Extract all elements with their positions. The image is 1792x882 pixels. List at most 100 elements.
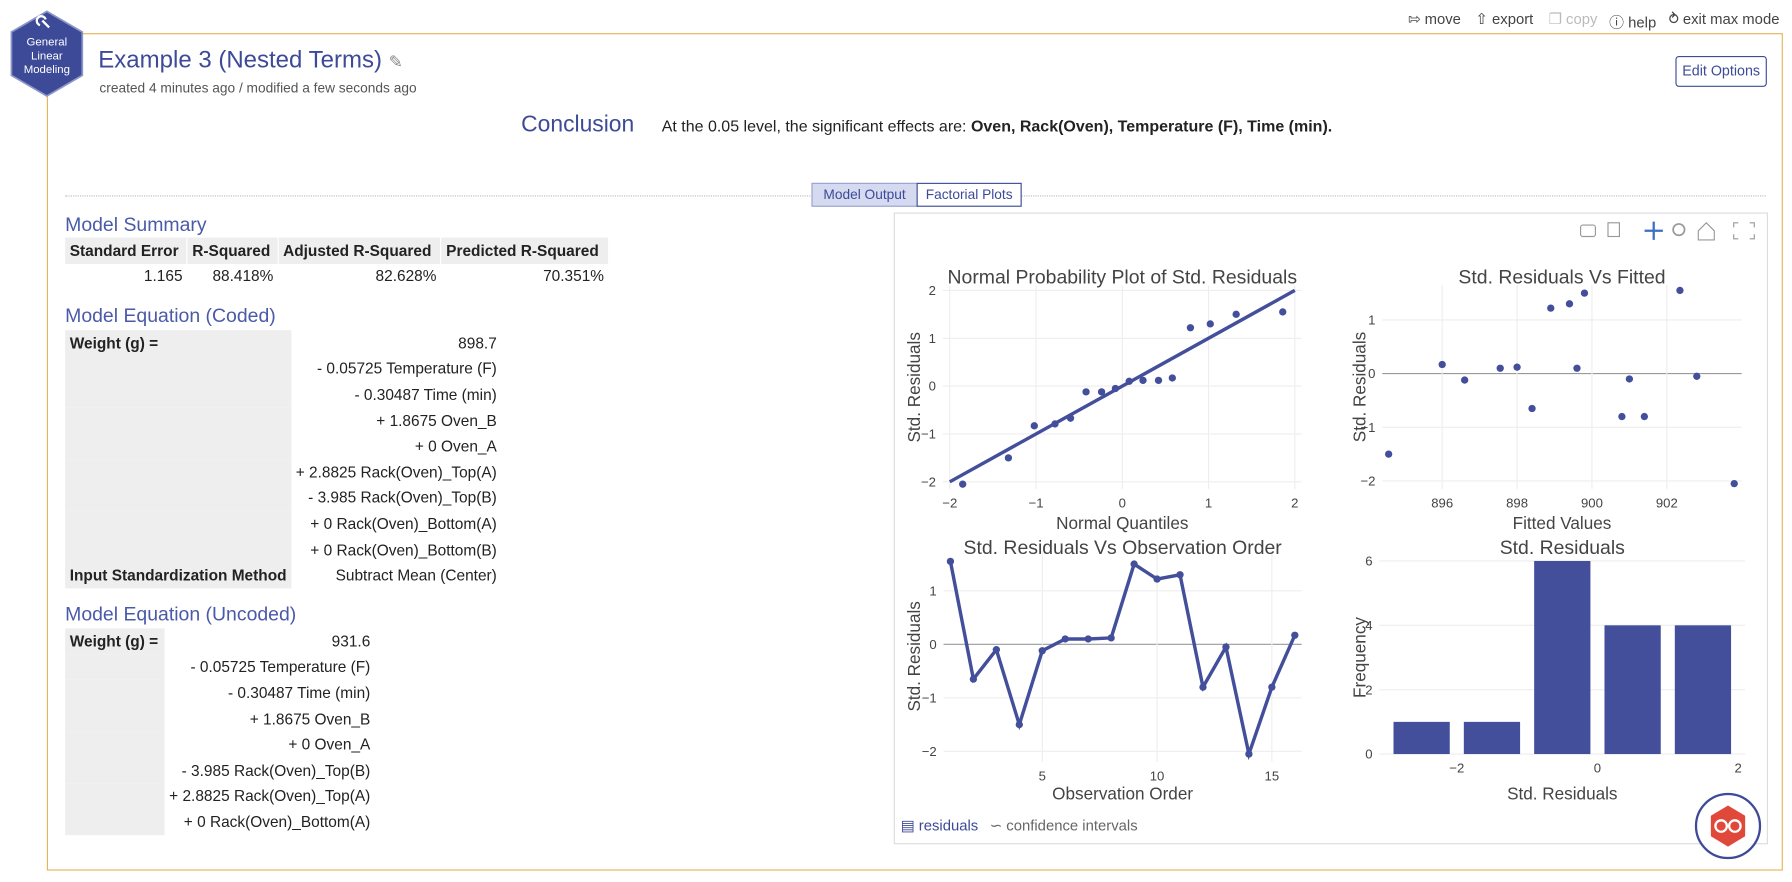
point bbox=[969, 675, 978, 683]
camera-icon[interactable] bbox=[1579, 224, 1596, 238]
y-tick-label: 2 bbox=[1365, 682, 1372, 697]
subtitle: created 4 minutes ago / modified a few s… bbox=[99, 79, 417, 96]
edit-options-button[interactable]: Edit Options bbox=[1675, 55, 1767, 87]
home-icon[interactable] bbox=[1697, 221, 1715, 241]
y-tick-label: 1 bbox=[929, 331, 936, 346]
equation-row: + 1.8675 Oven_B bbox=[65, 407, 501, 434]
x-tick-label: 898 bbox=[1506, 495, 1528, 510]
column-header: Predicted R-Squared bbox=[441, 237, 610, 264]
model-summary-table: Standard Error R-Squared Adjusted R-Square… bbox=[65, 237, 610, 290]
response-label: Weight (g) = bbox=[65, 330, 292, 356]
export-label: export bbox=[1492, 10, 1534, 28]
series-line bbox=[948, 561, 1297, 761]
point bbox=[1130, 560, 1138, 568]
chart-title: Std. Residuals Vs Fitted bbox=[1458, 266, 1665, 288]
y-tick-label: −1 bbox=[1360, 420, 1375, 435]
fit-line bbox=[948, 288, 1296, 484]
y-axis-title: Std. Residuals bbox=[1350, 332, 1370, 442]
intercept: 898.7 bbox=[458, 334, 497, 352]
help-button[interactable]: ⓘ help bbox=[1609, 13, 1657, 31]
point bbox=[946, 557, 955, 566]
point bbox=[1038, 647, 1046, 655]
y-tick-label: 1 bbox=[1368, 313, 1375, 328]
response-label: Weight (g) = bbox=[65, 628, 165, 655]
point bbox=[1111, 384, 1120, 393]
summary-value: 1.165 bbox=[143, 267, 183, 285]
coded-equation-table: Weight (g) = 898.7 - 0.05725 Temperature (… bbox=[65, 330, 501, 589]
bar bbox=[1463, 721, 1521, 755]
edit-title-icon[interactable]: ✎ bbox=[388, 52, 403, 72]
point bbox=[1279, 308, 1287, 316]
bar bbox=[1534, 560, 1591, 755]
copy-button[interactable]: ❐ copy bbox=[1548, 10, 1598, 28]
label-cell bbox=[65, 809, 165, 835]
plot-toolbar bbox=[1579, 221, 1755, 241]
tab-factorial-plots[interactable]: Factorial Plots bbox=[916, 182, 1022, 207]
summary-value: 82.628% bbox=[375, 267, 437, 285]
x-tick-label: −2 bbox=[942, 495, 957, 510]
x-tick-label: 15 bbox=[1265, 768, 1280, 783]
uncoded-equation-table: Weight (g) = 931.6 - 0.05725 Temperature (… bbox=[65, 628, 375, 835]
move-button[interactable]: ⇰ move bbox=[1407, 10, 1461, 28]
point bbox=[1640, 412, 1649, 421]
x-tick-label: 900 bbox=[1581, 495, 1603, 510]
x-tick-label: 896 bbox=[1431, 495, 1453, 510]
chart-title: Normal Probability Plot of Std. Residual… bbox=[948, 266, 1298, 288]
equation-row: - 3.985 Rack(Oven)_Top(B) bbox=[65, 757, 375, 784]
help-label: help bbox=[1628, 13, 1657, 31]
equation-term: - 0.30487 Time (min) bbox=[227, 684, 371, 702]
residuals-tab[interactable]: ▤ residuals bbox=[900, 816, 979, 835]
x-axis-title: Normal Quantiles bbox=[1056, 513, 1188, 533]
method-value: Subtract Mean (Center) bbox=[335, 566, 497, 584]
assistant-button[interactable] bbox=[1694, 792, 1763, 861]
y-tick-label: 1 bbox=[929, 583, 936, 598]
label-cell bbox=[65, 407, 292, 434]
equation-row: + 0 Oven_A bbox=[65, 731, 375, 758]
equation-term: + 0 Oven_A bbox=[414, 437, 497, 455]
value-row: 1.165 88.418% 82.628% 70.351% bbox=[65, 263, 608, 289]
bar bbox=[1674, 625, 1732, 755]
residuals-tab-label: residuals bbox=[918, 816, 979, 835]
main-panel bbox=[46, 33, 1783, 871]
point bbox=[1061, 635, 1069, 643]
y-axis-title: Std. Residuals bbox=[904, 332, 924, 442]
pan-icon[interactable] bbox=[1644, 221, 1663, 240]
point bbox=[1051, 420, 1059, 428]
label-cell bbox=[65, 757, 165, 784]
point bbox=[1384, 450, 1393, 458]
exit-button[interactable]: ⥁ exit max mode bbox=[1668, 10, 1780, 28]
point bbox=[1066, 414, 1075, 422]
y-axis-title: Frequency bbox=[1350, 617, 1370, 698]
confidence-intervals-tab-label: confidence intervals bbox=[1006, 816, 1138, 835]
residual-plots: −2 −1 0 1 2 −2 −1 0 1 2 Normal Probability Plot of… bbox=[904, 266, 1746, 804]
point bbox=[1186, 324, 1195, 332]
chart-title: Std. Residuals Vs Observation Order bbox=[964, 537, 1283, 559]
y-tick-label: 0 bbox=[1368, 366, 1375, 381]
export-button[interactable]: ⇧ export bbox=[1475, 10, 1534, 28]
y-tick-label: 0 bbox=[929, 637, 936, 652]
logo-text: Modeling bbox=[24, 64, 70, 76]
fullscreen-icon[interactable] bbox=[1733, 222, 1755, 240]
y-axis-title: Std. Residuals bbox=[904, 601, 924, 711]
point bbox=[1168, 374, 1176, 382]
point bbox=[1206, 320, 1214, 328]
conclusion-sentence: At the 0.05 level, the significant effec… bbox=[661, 116, 967, 135]
equation-row: + 0 Rack(Oven)_Bottom(A) bbox=[65, 510, 501, 537]
tab-model-output[interactable]: Model Output bbox=[811, 182, 918, 207]
point bbox=[1625, 375, 1634, 383]
copy-icon[interactable] bbox=[1607, 222, 1620, 238]
section-title: Model Summary bbox=[65, 213, 207, 236]
point bbox=[1030, 422, 1038, 430]
equation-row: Input Standardization Method Subtract Mea… bbox=[65, 562, 501, 589]
x-tick-label: 2 bbox=[1291, 495, 1298, 510]
confidence-intervals-tab[interactable]: ∽ confidence intervals bbox=[989, 816, 1138, 835]
point bbox=[1199, 683, 1207, 691]
zoom-icon[interactable] bbox=[1672, 223, 1686, 237]
point bbox=[1245, 750, 1253, 758]
equation-row: + 0 Oven_A bbox=[65, 433, 501, 460]
equation-term: - 0.05725 Temperature (F) bbox=[190, 658, 371, 676]
point bbox=[1676, 286, 1684, 295]
point bbox=[1291, 631, 1299, 639]
